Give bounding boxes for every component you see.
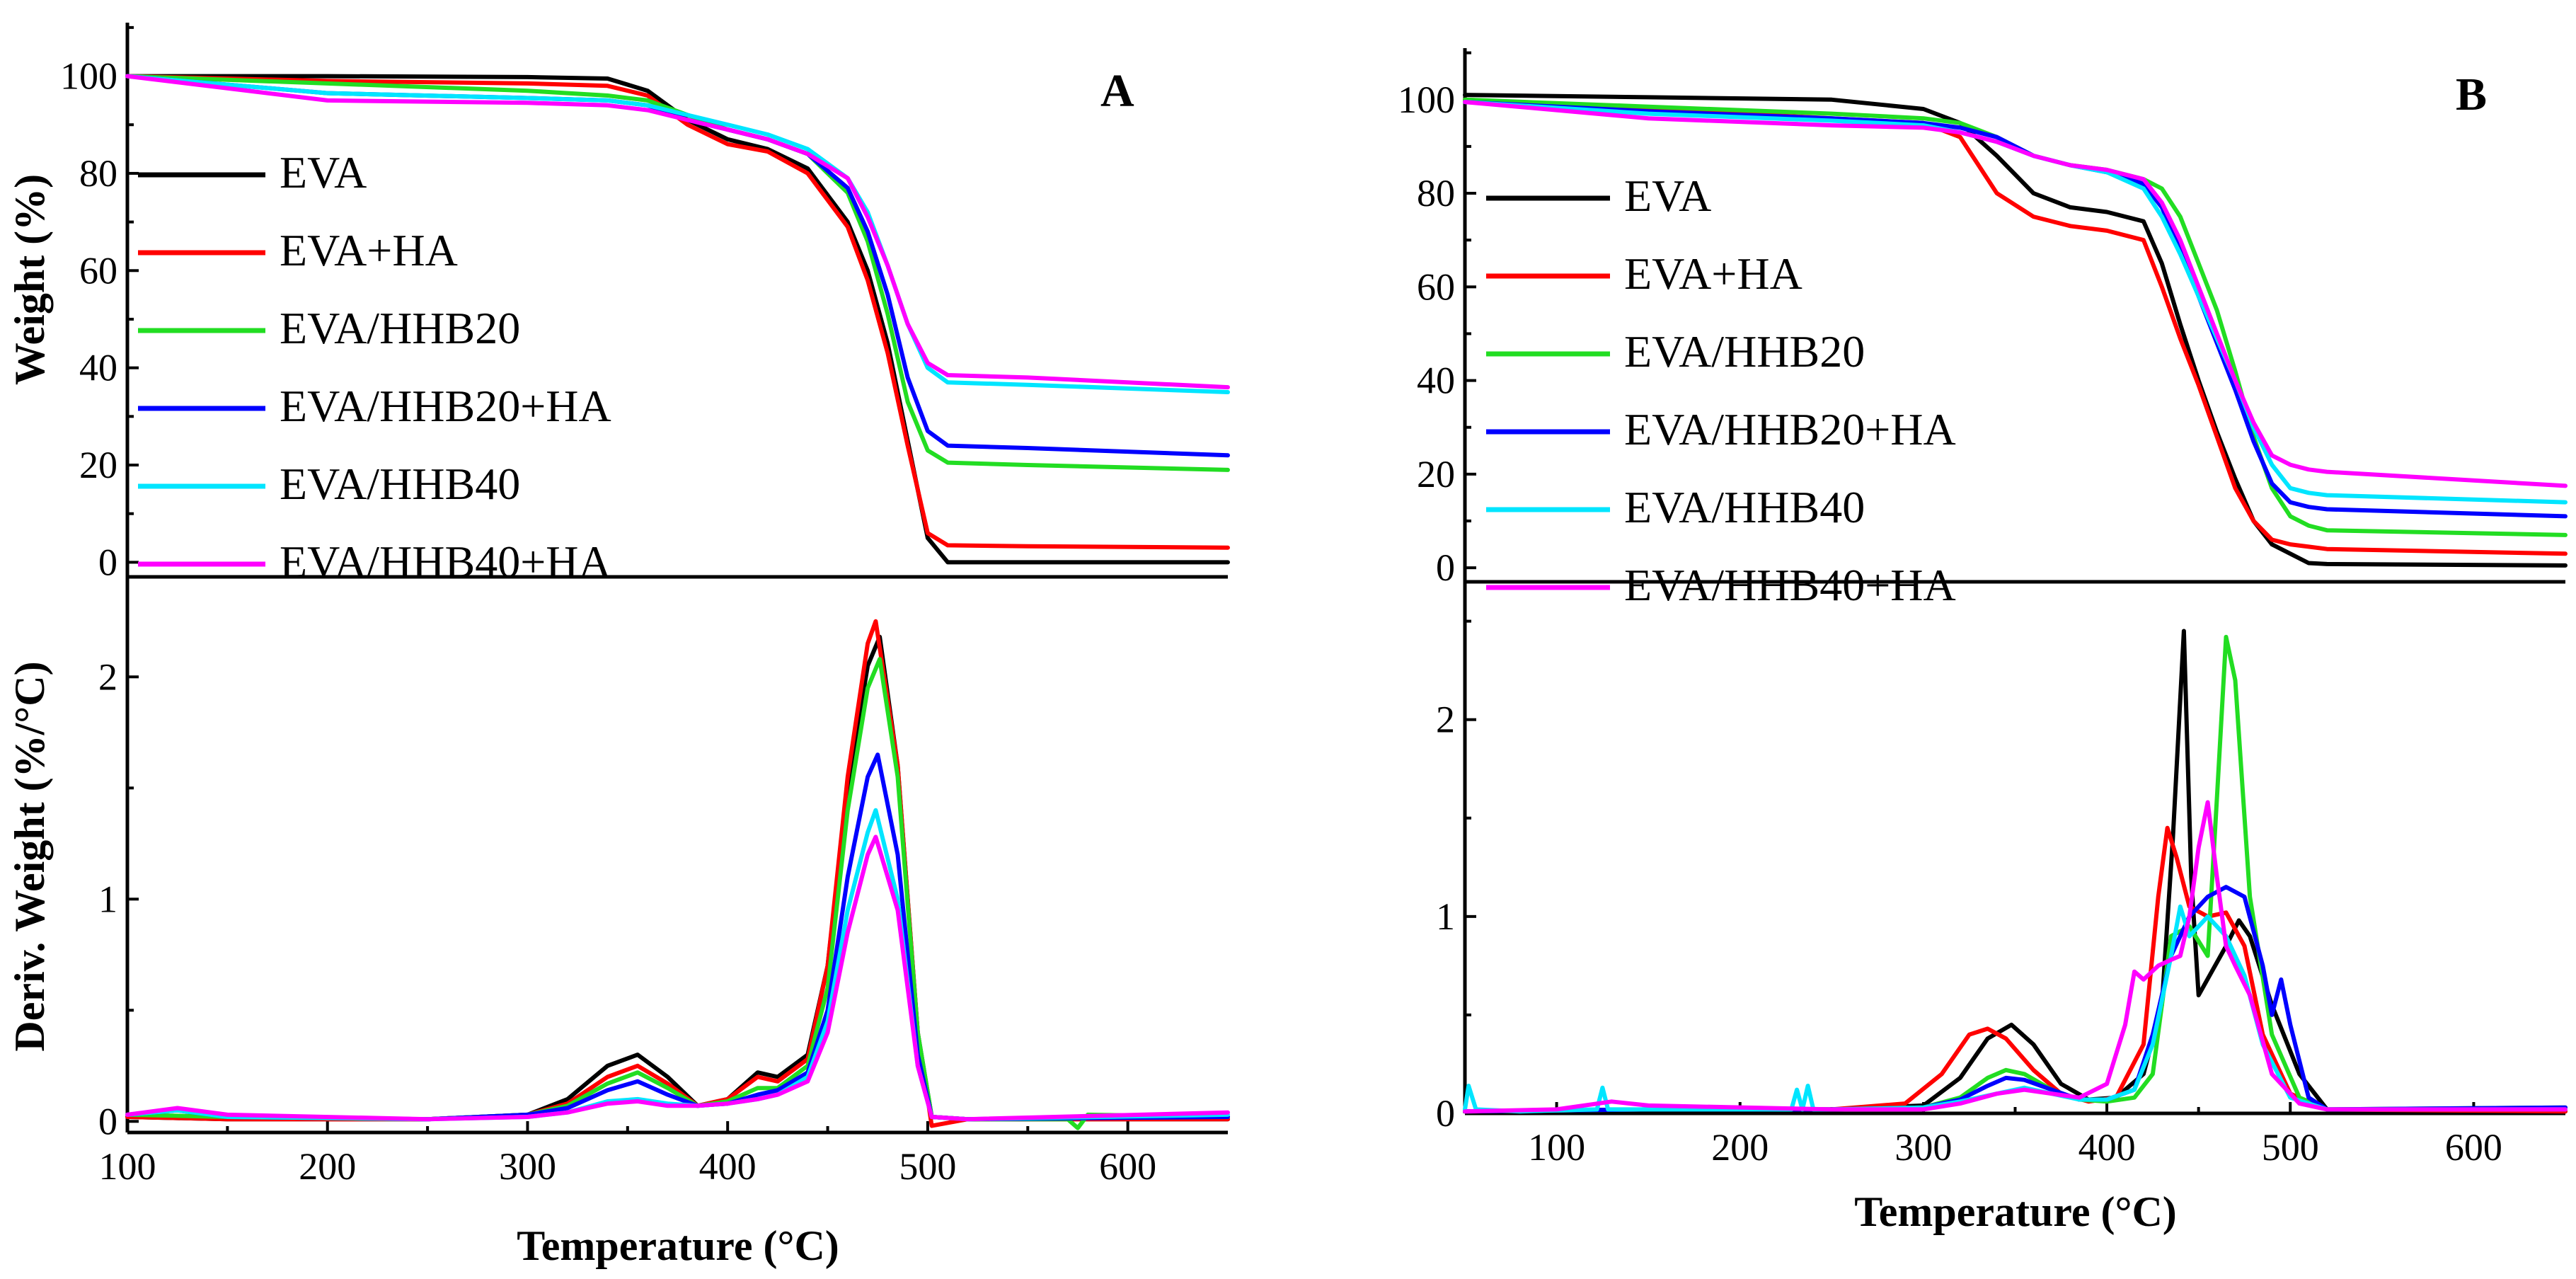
series-line-eva-hhb20-ha — [125, 752, 1230, 1122]
legend-label-eva-hhb20-ha: EVA/HHB20+HA — [280, 381, 611, 431]
y-tick-label: 2 — [98, 655, 117, 698]
y-tick-label: 100 — [60, 55, 117, 98]
legend-label-eva-ha: EVA+HA — [280, 225, 458, 275]
x-tick-label: 100 — [99, 1145, 156, 1188]
series-line-eva — [125, 74, 1230, 565]
x-tick-label: 300 — [1894, 1126, 1952, 1169]
panel-b-xlabel: Temperature (°C) — [1854, 1188, 2177, 1235]
series-line-eva-hhb40-ha — [125, 74, 1230, 390]
y-tick-label: 40 — [1417, 360, 1455, 402]
legend-label-eva-ha: EVA+HA — [1624, 248, 1802, 299]
x-tick-label: 400 — [699, 1145, 757, 1188]
panel-a-weight-ticks: 0 20 40 60 80 100 — [60, 25, 139, 583]
series-line-eva-hhb40 — [125, 74, 1230, 394]
y-tick-label: 0 — [1436, 546, 1455, 589]
y-tick-label: 2 — [1436, 699, 1455, 741]
legend-label-eva-hhb20: EVA/HHB20 — [1624, 326, 1865, 377]
y-tick-label: 20 — [1417, 453, 1455, 495]
series-line-eva-hhb40 — [125, 808, 1230, 1122]
x-tick-label: 400 — [2078, 1126, 2136, 1169]
legend-label-eva-hhb40-ha: EVA/HHB40+HA — [1624, 560, 1956, 610]
x-tick-label: 200 — [299, 1145, 356, 1188]
panel-a-weight-ylabel: Weight (%) — [6, 174, 53, 385]
series-line-eva-ha — [125, 74, 1230, 550]
panel-a-deriv-ticks: 0 1 2 100 200 300 400 500 600 — [98, 655, 1156, 1188]
panel-b-legend: EVA EVA+HA EVA/HHB20 EVA/HHB20+HA EVA/HHB40 E… — [1486, 171, 1956, 610]
panel-b: B Temperature (°C) 0 20 40 60 80 100 0 1 2 100 20… — [1398, 48, 2568, 1235]
y-tick-label: 60 — [79, 249, 117, 292]
y-tick-label: 100 — [1398, 79, 1455, 121]
series-line-eva-hhb20 — [1463, 97, 2568, 537]
panel-a-legend: EVA EVA+HA EVA/HHB20 EVA/HHB20+HA EVA/HHB40 E… — [138, 147, 611, 587]
y-tick-label: 0 — [1436, 1092, 1455, 1135]
y-tick-label: 80 — [79, 152, 117, 195]
panel-a: A Weight (%) Deriv. Weight (%/°C) Temper… — [6, 23, 1230, 1269]
series-line-eva-hhb20 — [1463, 634, 2568, 1114]
x-tick-label: 500 — [899, 1145, 956, 1188]
series-line-eva — [1463, 629, 2568, 1114]
x-tick-label: 500 — [2262, 1126, 2319, 1169]
series-line-eva-hhb20 — [125, 657, 1230, 1130]
legend-label-eva: EVA — [1624, 171, 1711, 221]
y-tick-label: 20 — [79, 444, 117, 486]
y-tick-label: 40 — [79, 347, 117, 389]
legend-label-eva-hhb40: EVA/HHB40 — [280, 459, 520, 509]
legend-label-eva-hhb20-ha: EVA/HHB20+HA — [1624, 404, 1956, 454]
series-line-eva-hhb20-ha — [1463, 885, 2568, 1114]
legend-label-eva-hhb20: EVA/HHB20 — [280, 303, 520, 353]
panel-a-weight-series — [125, 74, 1230, 565]
y-tick-label: 1 — [98, 878, 117, 920]
y-tick-label: 1 — [1436, 895, 1455, 938]
y-tick-label: 0 — [98, 541, 117, 583]
series-line-eva-hhb40-ha — [125, 834, 1230, 1122]
legend-label-eva-hhb40-ha: EVA/HHB40+HA — [280, 537, 611, 587]
y-tick-label: 0 — [98, 1100, 117, 1142]
series-line-eva-ha — [1463, 825, 2568, 1114]
series-line-eva — [1463, 93, 2568, 568]
panel-b-deriv-ticks: 0 1 2 100 200 300 400 500 600 — [1436, 619, 2502, 1169]
x-tick-label: 300 — [499, 1145, 556, 1188]
panel-b-weight-series — [1463, 93, 2568, 568]
panel-b-letter: B — [2456, 69, 2487, 120]
series-line-eva-hhb40-ha — [1463, 100, 2568, 488]
panel-b-weight-ticks: 0 20 40 60 80 100 — [1398, 51, 1476, 589]
panel-a-deriv-ylabel: Deriv. Weight (%/°C) — [6, 661, 53, 1051]
series-line-eva — [125, 634, 1230, 1122]
panel-b-deriv-series — [1463, 629, 2568, 1114]
x-tick-label: 600 — [2445, 1126, 2502, 1169]
y-tick-label: 80 — [1417, 172, 1455, 214]
series-line-eva-ha — [125, 619, 1230, 1128]
series-line-eva-hhb40-ha — [1463, 800, 2568, 1114]
panel-a-letter: A — [1100, 65, 1134, 117]
x-tick-label: 200 — [1711, 1126, 1769, 1169]
x-tick-label: 100 — [1528, 1126, 1585, 1169]
x-tick-label: 600 — [1099, 1145, 1156, 1188]
panel-a-xlabel: Temperature (°C) — [517, 1222, 839, 1269]
y-tick-label: 60 — [1417, 265, 1455, 308]
panel-a-deriv-series — [125, 619, 1230, 1130]
legend-label-eva: EVA — [280, 147, 367, 197]
legend-label-eva-hhb40: EVA/HHB40 — [1624, 482, 1865, 532]
